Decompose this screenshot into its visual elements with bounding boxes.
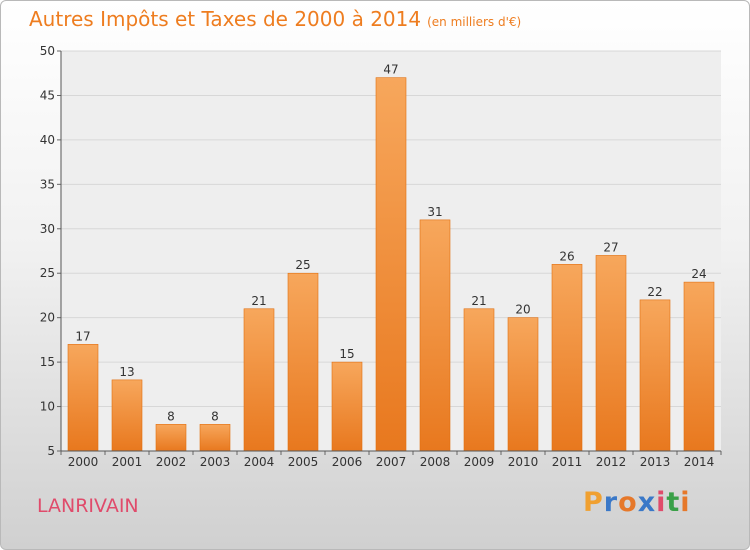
x-tick-label: 2012: [596, 455, 627, 469]
logo-letter: r: [603, 487, 619, 518]
x-tick-label: 2000: [68, 455, 99, 469]
y-tick-label: 10: [40, 400, 55, 414]
logo-letter: x: [637, 487, 657, 518]
logo-letter: i: [680, 487, 691, 518]
value-label: 21: [251, 294, 266, 308]
logo-letter: i: [656, 487, 667, 518]
value-label: 22: [647, 285, 662, 299]
x-tick-label: 2009: [464, 455, 495, 469]
value-label: 8: [167, 409, 175, 423]
x-tick-label: 2007: [376, 455, 407, 469]
y-tick-label: 30: [40, 222, 55, 236]
y-tick-label: 40: [40, 133, 55, 147]
chart-title: Autres Impôts et Taxes de 2000 à 2014 (en…: [29, 7, 521, 31]
y-tick-label: 45: [40, 88, 55, 102]
x-tick-label: 2005: [288, 455, 319, 469]
chart-title-text: Autres Impôts et Taxes de 2000 à 2014: [29, 7, 422, 31]
value-label: 21: [471, 294, 486, 308]
bar-2003: [199, 424, 231, 452]
bar-layer: 17 13 8 8 21 25 15 47 31 21 20 26 27 22 24: [67, 63, 715, 452]
bar-2013: [639, 299, 671, 452]
value-label: 17: [75, 329, 90, 343]
x-tick-label: 2001: [112, 455, 143, 469]
x-tick-label: 2013: [640, 455, 671, 469]
bar-2010: [507, 317, 539, 452]
x-tick-label: 2003: [200, 455, 231, 469]
value-label: 24: [691, 267, 706, 281]
bar-2008: [419, 219, 451, 452]
logo-letter: P: [583, 487, 604, 518]
axis-layer: 5 10 15 20 25 30 35 40 45 50 2000 2001 2002 2003 2004 2…: [40, 44, 722, 469]
logo-letter: t: [666, 487, 681, 518]
chart-subtitle: (en milliers d'€): [427, 15, 522, 29]
bar-2006: [331, 361, 363, 452]
bar-2002: [155, 424, 187, 452]
x-tick-label: 2014: [684, 455, 715, 469]
value-label: 8: [211, 409, 219, 423]
bar-2001: [111, 379, 143, 452]
y-tick-label: 20: [40, 311, 55, 325]
bar-2012: [595, 255, 627, 452]
value-label: 47: [383, 63, 398, 77]
x-tick-label: 2011: [552, 455, 583, 469]
y-tick-label: 25: [40, 266, 55, 280]
y-tick-label: 5: [47, 444, 55, 458]
bar-2005: [287, 272, 319, 452]
y-tick-label: 35: [40, 177, 55, 191]
bar-2009: [463, 308, 495, 452]
value-label: 26: [559, 249, 574, 263]
bar-2014: [683, 281, 715, 452]
bar-2000: [67, 344, 99, 452]
bar-2011: [551, 264, 583, 452]
logo-letter: o: [618, 487, 638, 518]
value-label: 13: [119, 365, 134, 379]
bar-2004: [243, 308, 275, 452]
bar-2007: [375, 77, 407, 452]
x-tick-label: 2006: [332, 455, 363, 469]
x-tick-label: 2004: [244, 455, 275, 469]
y-tick-label: 15: [40, 355, 55, 369]
value-label: 20: [515, 303, 530, 317]
value-label: 25: [295, 258, 310, 272]
proxiti-logo[interactable]: Proxiti: [583, 487, 691, 518]
town-name: LANRIVAIN: [37, 495, 139, 517]
y-tick-label: 50: [40, 44, 55, 58]
value-label: 15: [339, 347, 354, 361]
x-tick-label: 2008: [420, 455, 451, 469]
x-tick-label: 2002: [156, 455, 187, 469]
value-label: 27: [603, 240, 618, 254]
x-tick-label: 2010: [508, 455, 539, 469]
value-label: 31: [427, 205, 442, 219]
